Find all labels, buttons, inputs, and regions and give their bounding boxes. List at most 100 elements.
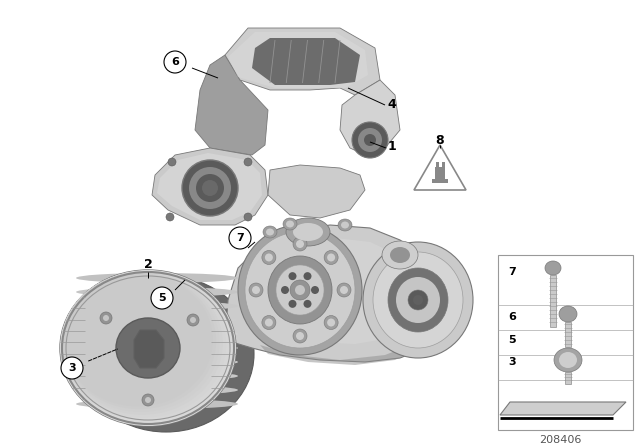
Circle shape	[229, 227, 251, 249]
Ellipse shape	[166, 213, 174, 221]
Ellipse shape	[63, 273, 216, 409]
Ellipse shape	[252, 286, 260, 294]
Ellipse shape	[244, 158, 252, 166]
Ellipse shape	[337, 283, 351, 297]
Ellipse shape	[265, 319, 273, 327]
Bar	[498, 255, 633, 430]
Ellipse shape	[244, 213, 252, 221]
Polygon shape	[134, 330, 164, 368]
Polygon shape	[340, 80, 400, 155]
Ellipse shape	[76, 357, 238, 367]
Ellipse shape	[340, 286, 348, 294]
Ellipse shape	[262, 315, 276, 330]
Ellipse shape	[76, 399, 238, 409]
Ellipse shape	[76, 385, 238, 395]
Ellipse shape	[408, 290, 428, 310]
Ellipse shape	[559, 306, 577, 322]
Ellipse shape	[265, 254, 273, 262]
Ellipse shape	[545, 261, 561, 275]
Ellipse shape	[76, 343, 238, 353]
Text: 5: 5	[508, 335, 516, 345]
Ellipse shape	[341, 221, 349, 228]
Ellipse shape	[303, 300, 312, 308]
Polygon shape	[500, 402, 626, 415]
Ellipse shape	[289, 272, 296, 280]
Ellipse shape	[62, 272, 223, 415]
Ellipse shape	[142, 394, 154, 406]
Circle shape	[151, 287, 173, 309]
Circle shape	[61, 357, 83, 379]
Ellipse shape	[266, 228, 274, 236]
Text: 3: 3	[68, 363, 76, 373]
Ellipse shape	[60, 270, 236, 426]
Circle shape	[164, 51, 186, 73]
Ellipse shape	[290, 280, 310, 300]
Bar	[435, 162, 438, 167]
Text: 3: 3	[508, 357, 516, 367]
Ellipse shape	[390, 247, 410, 263]
Ellipse shape	[311, 286, 319, 294]
Polygon shape	[252, 38, 360, 85]
Ellipse shape	[358, 128, 382, 152]
Polygon shape	[268, 165, 365, 218]
Ellipse shape	[76, 273, 238, 283]
Ellipse shape	[116, 318, 180, 378]
Ellipse shape	[324, 315, 338, 330]
Ellipse shape	[396, 277, 440, 323]
Ellipse shape	[100, 312, 112, 324]
Ellipse shape	[324, 250, 338, 264]
Polygon shape	[260, 310, 440, 365]
Ellipse shape	[103, 315, 109, 321]
Ellipse shape	[78, 276, 254, 432]
Ellipse shape	[63, 274, 212, 406]
Ellipse shape	[413, 295, 423, 305]
Polygon shape	[152, 148, 268, 225]
Ellipse shape	[268, 256, 332, 324]
Ellipse shape	[76, 301, 238, 311]
Polygon shape	[225, 28, 380, 95]
Text: 6: 6	[508, 312, 516, 322]
Ellipse shape	[382, 241, 418, 269]
Ellipse shape	[60, 271, 233, 423]
Ellipse shape	[295, 285, 305, 295]
Ellipse shape	[296, 332, 304, 340]
Ellipse shape	[190, 317, 196, 323]
Ellipse shape	[145, 397, 151, 403]
Text: 1: 1	[388, 141, 396, 154]
Ellipse shape	[202, 180, 218, 196]
Ellipse shape	[76, 287, 238, 297]
Ellipse shape	[293, 329, 307, 343]
Polygon shape	[432, 167, 448, 183]
Ellipse shape	[168, 158, 176, 166]
Ellipse shape	[281, 286, 289, 294]
Text: 7: 7	[236, 233, 244, 243]
Ellipse shape	[276, 265, 324, 315]
Ellipse shape	[60, 270, 236, 426]
Ellipse shape	[289, 300, 296, 308]
Ellipse shape	[293, 223, 323, 241]
Polygon shape	[225, 225, 445, 362]
Ellipse shape	[182, 160, 238, 216]
Ellipse shape	[363, 242, 473, 358]
Ellipse shape	[296, 240, 304, 248]
Ellipse shape	[286, 220, 294, 228]
Ellipse shape	[76, 329, 238, 339]
Ellipse shape	[76, 315, 238, 325]
Ellipse shape	[554, 348, 582, 372]
Polygon shape	[414, 145, 466, 190]
Ellipse shape	[262, 250, 276, 264]
Ellipse shape	[76, 371, 238, 381]
Text: 7: 7	[508, 267, 516, 277]
Ellipse shape	[249, 283, 263, 297]
Text: 2: 2	[143, 258, 152, 271]
Ellipse shape	[238, 225, 362, 355]
Ellipse shape	[373, 252, 463, 348]
Ellipse shape	[327, 254, 335, 262]
Polygon shape	[157, 153, 262, 220]
Ellipse shape	[283, 218, 297, 230]
Ellipse shape	[286, 218, 330, 246]
Ellipse shape	[303, 272, 312, 280]
Text: 4: 4	[388, 98, 396, 111]
Text: 208406: 208406	[539, 435, 581, 445]
Polygon shape	[228, 32, 368, 88]
